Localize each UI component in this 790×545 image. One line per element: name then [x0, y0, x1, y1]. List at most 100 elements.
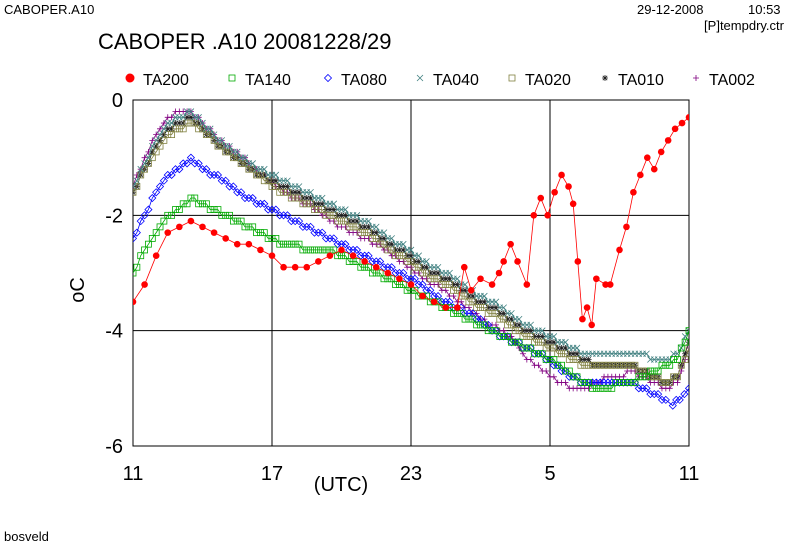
- data-point: [701, 299, 707, 305]
- data-point: [698, 305, 704, 311]
- data-point: [264, 177, 272, 185]
- data-point: [260, 229, 268, 237]
- data-point: [172, 120, 179, 127]
- data-point: [526, 343, 535, 353]
- data-point: [562, 379, 569, 386]
- data-point: [380, 235, 387, 242]
- data-point: [488, 326, 497, 335]
- data-point: [133, 177, 141, 185]
- data-point: [245, 165, 253, 173]
- data-point: [573, 373, 581, 381]
- data-point: [153, 131, 160, 138]
- data-point: [353, 229, 360, 236]
- data-point: [298, 222, 307, 231]
- data-point: [662, 361, 670, 369]
- data-point: [530, 212, 538, 219]
- print-date: 29-12-2008: [637, 2, 704, 17]
- data-point: [214, 206, 222, 213]
- data-point: [519, 333, 527, 340]
- data-point: [399, 252, 407, 260]
- data-point: [226, 142, 233, 150]
- data-point: [299, 246, 307, 254]
- data-point: [694, 345, 700, 351]
- data-point: [562, 367, 569, 375]
- data-point: [690, 322, 696, 328]
- data-point: [573, 344, 581, 352]
- data-point: [287, 240, 295, 248]
- data-point: [658, 379, 666, 386]
- data-point: [496, 333, 504, 340]
- grid: [132, 99, 690, 447]
- data-point: [446, 269, 453, 277]
- data-point: [261, 171, 268, 178]
- data-point: [276, 188, 284, 196]
- data-point: [361, 223, 368, 230]
- data-point: [716, 189, 723, 196]
- data-point: [514, 258, 521, 265]
- data-point: [160, 120, 167, 127]
- source-file: [P]tempdry.ctr: [704, 18, 784, 33]
- data-point: [492, 298, 500, 306]
- data-point: [141, 154, 148, 161]
- data-point: [237, 160, 245, 167]
- data-point: [467, 287, 475, 294]
- data-point: [435, 281, 442, 288]
- data-point: [225, 182, 234, 191]
- data-point: [365, 235, 372, 242]
- data-point: [276, 240, 284, 248]
- data-point: [296, 189, 303, 196]
- data-point: [681, 333, 689, 340]
- data-point: [195, 200, 203, 208]
- data-point: [644, 154, 651, 161]
- data-point: [302, 222, 311, 231]
- legend-item-ta140: TA140: [228, 72, 291, 89]
- data-point: [384, 241, 391, 248]
- data-point: [307, 200, 315, 208]
- legend-item-ta080: TA080: [323, 72, 387, 89]
- data-point: [353, 218, 360, 225]
- data-point: [461, 292, 469, 300]
- data-point: [141, 165, 148, 173]
- data-point: [145, 240, 152, 248]
- data-point: [187, 119, 195, 127]
- data-point: [283, 211, 292, 220]
- data-point: [342, 223, 349, 230]
- data-point: [399, 240, 407, 248]
- y-tick-label: -2: [105, 205, 123, 227]
- data-point: [311, 206, 318, 213]
- data-point: [199, 125, 206, 133]
- data-point: [361, 258, 368, 265]
- data-point: [476, 315, 485, 324]
- data-point: [581, 361, 589, 369]
- data-point: [608, 384, 616, 392]
- legend-marker: [323, 73, 333, 83]
- data-point: [585, 356, 592, 363]
- data-point: [400, 246, 407, 253]
- data-point: [145, 154, 152, 161]
- data-point: [709, 276, 715, 282]
- data-point: [434, 275, 442, 283]
- data-point: [400, 258, 407, 265]
- data-point: [311, 200, 318, 207]
- data-point: [419, 269, 426, 277]
- data-point: [206, 206, 214, 213]
- data-point: [546, 344, 554, 352]
- data-point: [542, 355, 551, 364]
- data-point: [566, 350, 573, 357]
- legend-marker: [416, 74, 424, 82]
- data-point: [318, 206, 326, 213]
- data-point: [160, 125, 168, 133]
- series-ta002: [133, 108, 715, 392]
- data-point: [442, 281, 450, 288]
- data-point: [701, 350, 708, 357]
- data-point: [523, 344, 531, 352]
- data-point: [187, 114, 194, 121]
- data-point: [635, 373, 643, 381]
- data-point: [705, 299, 711, 305]
- data-point: [477, 321, 484, 329]
- data-point: [326, 211, 334, 219]
- data-point: [168, 119, 175, 127]
- data-point: [198, 165, 207, 174]
- data-point: [149, 142, 156, 150]
- data-point: [164, 229, 172, 236]
